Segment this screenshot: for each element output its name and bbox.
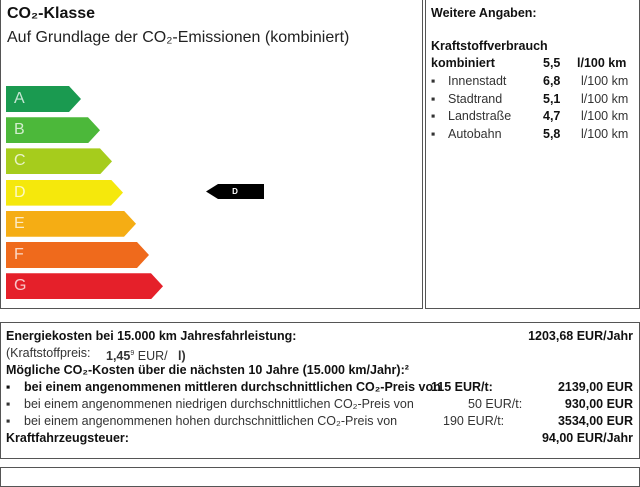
consumption-value: 5,8 — [543, 126, 561, 141]
scenario-price: 50 EUR/t: — [468, 397, 523, 411]
consumption-value: 5,1 — [543, 91, 561, 106]
disclaimer-panel — [0, 467, 640, 487]
consumption-unit: l/100 km — [581, 74, 629, 88]
consumption-label: Autobahn — [448, 126, 502, 141]
further-info-panel: Weitere Angaben: Kraftstoffverbrauch kom… — [425, 0, 640, 309]
scenario-price: 190 EUR/t: — [443, 414, 505, 428]
co2-class-panel: CO₂-Klasse Auf Grundlage der CO₂-Emissio… — [0, 0, 423, 309]
scenario-text: bei einem angenommenen niedrigen durchsc… — [24, 397, 414, 411]
co2-subtitle: Auf Grundlage der CO₂-Emissionen (kombin… — [7, 29, 350, 46]
consumption-value: 6,8 — [543, 74, 561, 88]
energy-cost-label: Energiekosten bei 15.000 km Jahresfahrle… — [6, 329, 297, 343]
fuel-price-sup: 9 — [130, 350, 135, 357]
consumption-label: Innenstadt — [448, 74, 507, 88]
co2-class-bar-f: F — [6, 242, 149, 268]
fuel-price-value: 1,45 — [106, 349, 131, 364]
fuel-consumption-heading: Kraftstoffverbrauch — [431, 39, 548, 53]
costs-panel: Energiekosten bei 15.000 km Jahresfahrle… — [0, 322, 640, 459]
co2-scenario: ▪ bei einem angenommenen niedrigen durch… — [6, 397, 633, 411]
consumption-bullet: ▪ — [431, 126, 436, 141]
further-info-title: Weitere Angaben: — [431, 6, 537, 20]
scenario-value: 3534,00 EUR — [557, 414, 633, 428]
co2-scenario: ▪ bei einem angenommenen mittleren durch… — [6, 380, 633, 394]
co2-class-bar-a: A — [6, 86, 81, 112]
consumption-unit: l/100 km — [581, 126, 629, 141]
current-class-marker: D — [206, 184, 264, 199]
consumption-unit: l/100 km — [581, 91, 629, 106]
consumption-value: 4,7 — [543, 109, 561, 123]
scenario-text: bei einem angenommenen mittleren durchsc… — [24, 380, 441, 394]
co2-cost-heading: Mögliche CO₂-Kosten über die nächsten 10… — [6, 363, 409, 377]
co2-scenario: ▪ bei einem angenommenen hohen durchschn… — [6, 414, 633, 428]
co2-class-bar-d: D — [6, 180, 123, 206]
tax-value: 94,00 EUR/Jahr — [541, 431, 633, 445]
consumption-bullet: ▪ — [431, 91, 436, 106]
co2-title: CO₂-Klasse — [7, 5, 96, 22]
fuel-price-end: l) — [178, 349, 186, 364]
co2-class-bar-c: C — [6, 148, 112, 174]
fuel-price-label: (Kraftstoffpreis: — [6, 346, 91, 360]
consumption-bullet: ▪ — [431, 109, 436, 123]
combined-label: kombiniert — [431, 56, 495, 70]
tax-label: Kraftfahrzeugsteuer: — [6, 431, 129, 445]
combined-value: 5,5 — [543, 56, 561, 70]
fuel-price-unit: EUR/ — [137, 349, 168, 364]
consumption-bullet: ▪ — [431, 74, 436, 88]
energy-cost-value: 1203,68 EUR/Jahr — [528, 329, 633, 343]
co2-class-bar-b: B — [6, 117, 100, 143]
consumption-label: Landstraße — [448, 109, 512, 123]
combined-unit: l/100 km — [577, 56, 627, 70]
co2-class-bar-e: E — [6, 211, 136, 237]
co2-class-bar-g: G — [6, 273, 163, 299]
scenario-value: 2139,00 EUR — [557, 380, 633, 394]
scenario-value: 930,00 EUR — [564, 397, 633, 411]
consumption-unit: l/100 km — [581, 109, 629, 123]
scenario-price: 115 EUR/t: — [431, 380, 493, 394]
scenario-text: bei einem angenommenen hohen durchschnit… — [24, 414, 398, 428]
consumption-label: Stadtrand — [448, 91, 503, 106]
